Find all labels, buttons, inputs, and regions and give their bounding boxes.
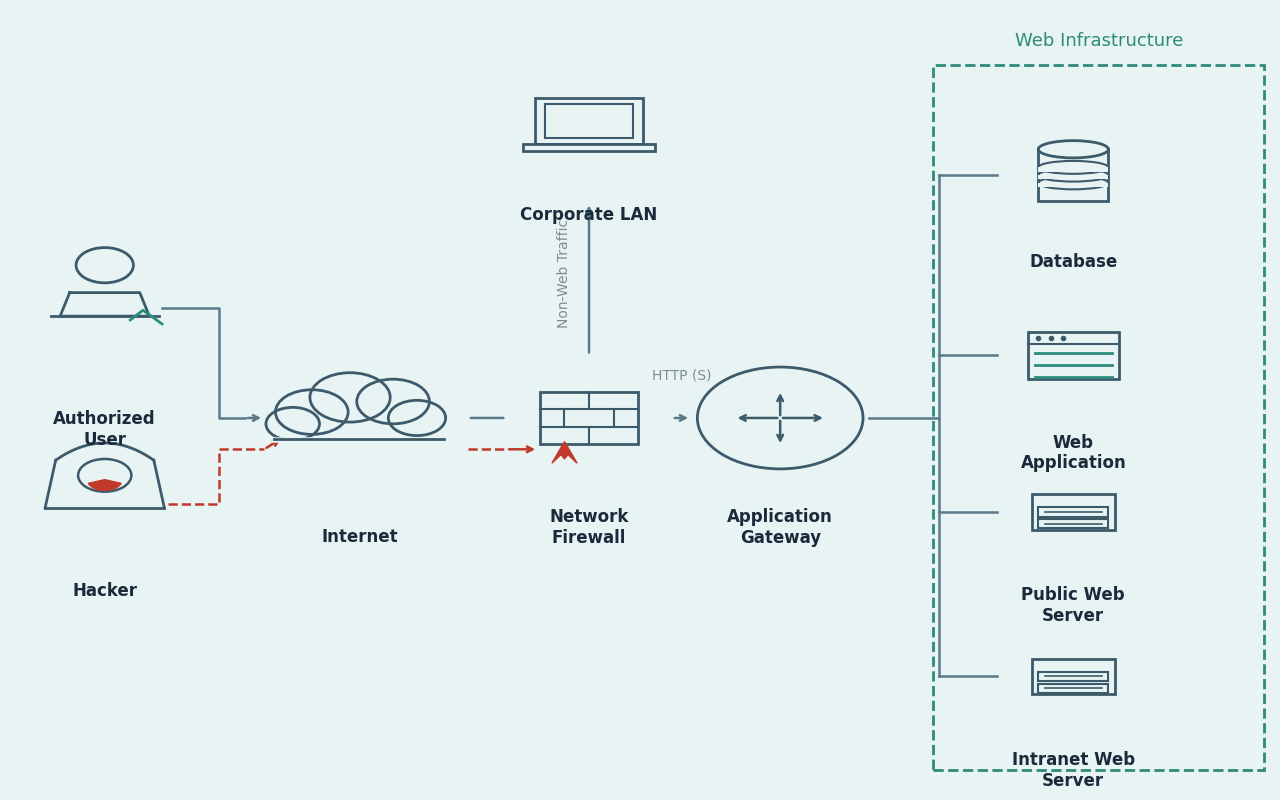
FancyBboxPatch shape [1038, 683, 1108, 693]
Text: Database: Database [1029, 254, 1117, 271]
FancyBboxPatch shape [1038, 519, 1108, 529]
FancyBboxPatch shape [1038, 183, 1108, 187]
Wedge shape [88, 480, 122, 490]
Text: HTTP (S): HTTP (S) [652, 369, 712, 382]
Ellipse shape [1038, 141, 1108, 158]
FancyBboxPatch shape [1038, 175, 1108, 179]
FancyBboxPatch shape [1032, 494, 1115, 530]
Text: Corporate LAN: Corporate LAN [521, 206, 658, 225]
Text: Intranet Web
Server: Intranet Web Server [1011, 751, 1135, 790]
Polygon shape [552, 442, 577, 463]
FancyBboxPatch shape [1038, 507, 1108, 517]
Circle shape [310, 373, 390, 422]
Circle shape [275, 390, 348, 434]
Text: Application
Gateway: Application Gateway [727, 508, 833, 547]
FancyBboxPatch shape [1038, 150, 1108, 201]
FancyBboxPatch shape [1038, 672, 1108, 681]
FancyBboxPatch shape [1028, 331, 1119, 379]
FancyBboxPatch shape [1032, 659, 1115, 694]
FancyBboxPatch shape [1038, 167, 1108, 172]
Text: Web
Application: Web Application [1020, 434, 1126, 473]
FancyBboxPatch shape [540, 392, 639, 444]
Text: Hacker: Hacker [72, 582, 137, 601]
Text: Public Web
Server: Public Web Server [1021, 586, 1125, 625]
Text: Internet: Internet [321, 528, 398, 546]
FancyBboxPatch shape [545, 104, 632, 138]
FancyBboxPatch shape [535, 98, 643, 144]
Text: Network
Firewall: Network Firewall [549, 508, 628, 547]
Text: Web Infrastructure: Web Infrastructure [1015, 32, 1183, 50]
Text: Authorized
User: Authorized User [54, 410, 156, 449]
Circle shape [266, 407, 320, 440]
Circle shape [357, 379, 429, 424]
Text: Non-Web Traffic: Non-Web Traffic [557, 218, 571, 328]
Circle shape [388, 400, 445, 435]
FancyBboxPatch shape [522, 144, 655, 151]
